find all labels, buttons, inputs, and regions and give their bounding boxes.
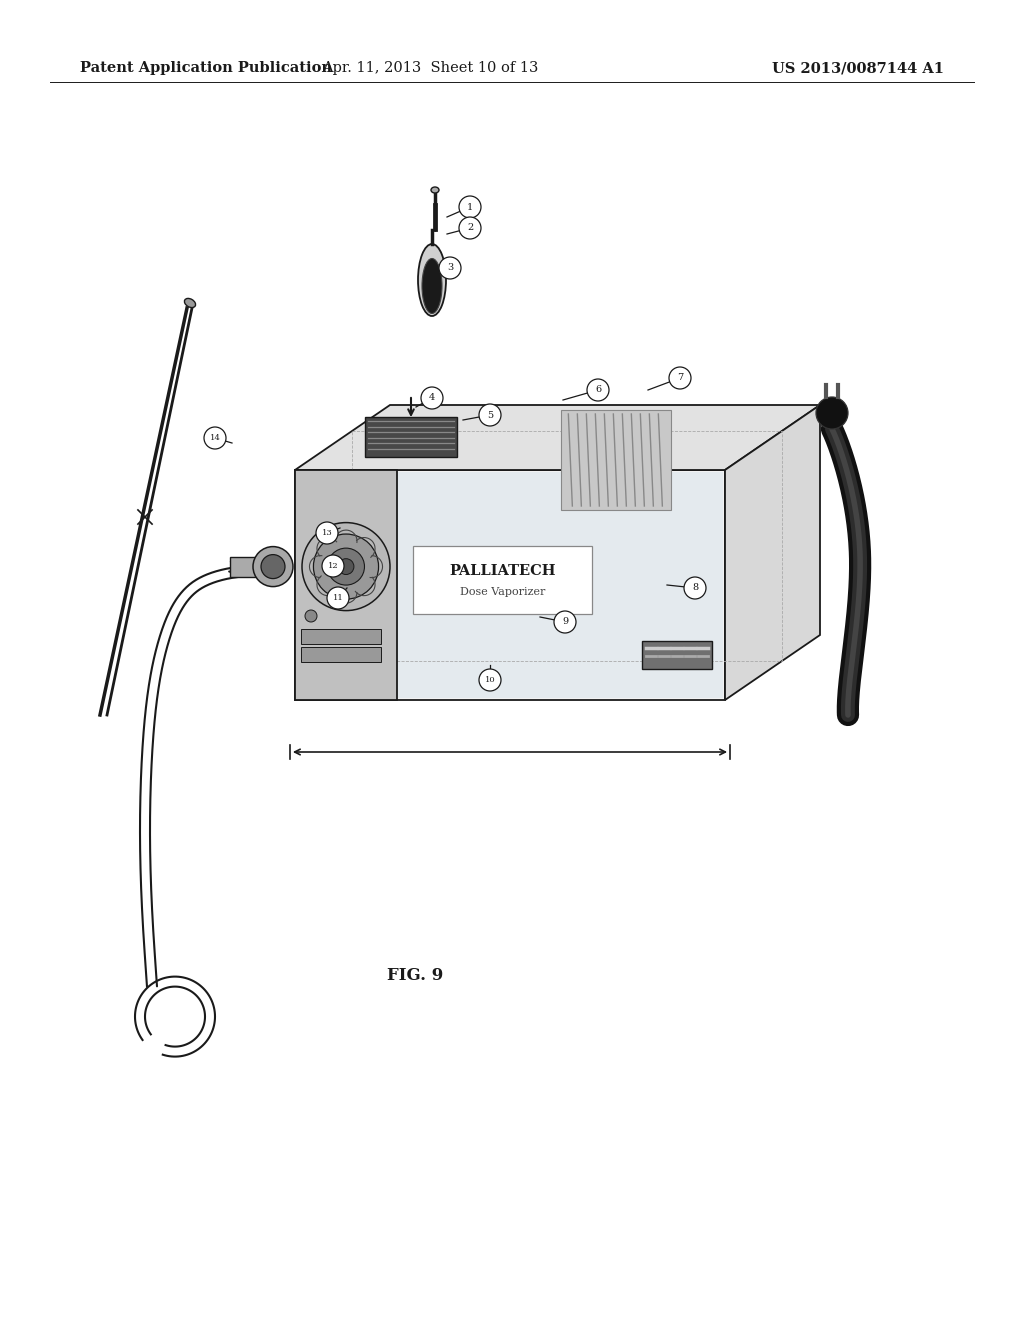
Circle shape <box>316 521 338 544</box>
Polygon shape <box>561 411 672 510</box>
Circle shape <box>479 669 501 690</box>
Text: 13: 13 <box>322 529 333 537</box>
FancyBboxPatch shape <box>230 557 273 577</box>
Text: 4: 4 <box>429 393 435 403</box>
Circle shape <box>338 558 354 574</box>
Polygon shape <box>295 470 725 700</box>
Text: Patent Application Publication: Patent Application Publication <box>80 61 332 75</box>
Ellipse shape <box>184 298 196 308</box>
Polygon shape <box>297 473 723 698</box>
Text: 2: 2 <box>467 223 473 232</box>
Circle shape <box>322 554 344 577</box>
FancyBboxPatch shape <box>301 630 381 644</box>
Text: 6: 6 <box>595 385 601 395</box>
Text: PALLIATECH: PALLIATECH <box>450 564 556 578</box>
Circle shape <box>305 610 317 622</box>
Circle shape <box>328 548 365 585</box>
Circle shape <box>327 587 349 609</box>
Text: 1: 1 <box>467 202 473 211</box>
FancyBboxPatch shape <box>301 647 381 663</box>
Text: FIG. 9: FIG. 9 <box>387 968 443 985</box>
Text: 11: 11 <box>333 594 343 602</box>
Polygon shape <box>365 417 457 457</box>
Polygon shape <box>295 405 820 470</box>
Ellipse shape <box>422 259 442 314</box>
Circle shape <box>459 195 481 218</box>
FancyBboxPatch shape <box>413 546 592 614</box>
Text: 9: 9 <box>562 618 568 627</box>
Circle shape <box>302 523 390 611</box>
Text: 8: 8 <box>692 583 698 593</box>
Circle shape <box>253 546 293 586</box>
Circle shape <box>479 404 501 426</box>
Circle shape <box>684 577 706 599</box>
Ellipse shape <box>431 187 439 193</box>
Circle shape <box>261 554 285 578</box>
Text: Apr. 11, 2013  Sheet 10 of 13: Apr. 11, 2013 Sheet 10 of 13 <box>322 61 539 75</box>
Text: US 2013/0087144 A1: US 2013/0087144 A1 <box>772 61 944 75</box>
Circle shape <box>816 397 848 429</box>
Circle shape <box>554 611 575 634</box>
Text: 14: 14 <box>210 434 220 442</box>
Text: 7: 7 <box>677 374 683 383</box>
Circle shape <box>587 379 609 401</box>
Text: 3: 3 <box>446 264 454 272</box>
Circle shape <box>439 257 461 279</box>
Polygon shape <box>295 470 397 700</box>
Circle shape <box>421 387 443 409</box>
Polygon shape <box>725 405 820 700</box>
Ellipse shape <box>418 244 446 315</box>
Text: 12: 12 <box>328 562 338 570</box>
Text: 10: 10 <box>484 676 496 684</box>
Text: Dose Vaporizer: Dose Vaporizer <box>460 587 545 597</box>
Circle shape <box>459 216 481 239</box>
Circle shape <box>313 535 379 599</box>
Circle shape <box>669 367 691 389</box>
Circle shape <box>204 426 226 449</box>
Text: 5: 5 <box>487 411 494 420</box>
FancyBboxPatch shape <box>642 642 712 669</box>
